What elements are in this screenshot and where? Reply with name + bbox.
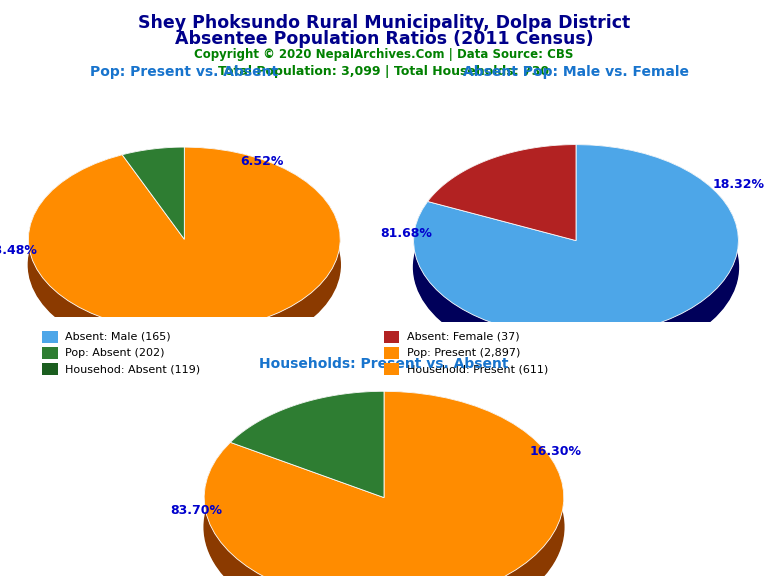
Polygon shape xyxy=(28,147,340,357)
Polygon shape xyxy=(413,145,739,336)
Polygon shape xyxy=(204,391,564,576)
Text: Pop: Absent (202): Pop: Absent (202) xyxy=(65,348,165,358)
Polygon shape xyxy=(413,145,739,363)
Ellipse shape xyxy=(204,420,564,576)
Text: Absentee Population Ratios (2011 Census): Absentee Population Ratios (2011 Census) xyxy=(174,30,594,48)
Polygon shape xyxy=(204,391,564,576)
Text: 83.70%: 83.70% xyxy=(170,504,222,517)
Text: Copyright © 2020 NepalArchives.Com | Data Source: CBS: Copyright © 2020 NepalArchives.Com | Dat… xyxy=(194,48,574,61)
Text: Shey Phoksundo Rural Municipality, Dolpa District: Shey Phoksundo Rural Municipality, Dolpa… xyxy=(138,14,630,32)
Polygon shape xyxy=(428,145,576,228)
Text: 16.30%: 16.30% xyxy=(530,445,581,458)
Text: 18.32%: 18.32% xyxy=(713,178,764,191)
Text: Absent Pop: Male vs. Female: Absent Pop: Male vs. Female xyxy=(463,65,689,79)
Polygon shape xyxy=(230,391,384,472)
Text: Househod: Absent (119): Househod: Absent (119) xyxy=(65,364,200,374)
Polygon shape xyxy=(428,145,576,241)
Text: Pop: Present (2,897): Pop: Present (2,897) xyxy=(407,348,521,358)
Polygon shape xyxy=(122,147,184,180)
Text: Household: Present (611): Household: Present (611) xyxy=(407,364,548,374)
Ellipse shape xyxy=(28,173,340,357)
Text: Households: Present vs. Absent: Households: Present vs. Absent xyxy=(260,357,508,371)
Text: Pop: Present vs. Absent: Pop: Present vs. Absent xyxy=(91,65,278,79)
Text: Total Population: 3,099 | Total Households: 730: Total Population: 3,099 | Total Househol… xyxy=(218,65,550,78)
Text: 6.52%: 6.52% xyxy=(240,155,284,168)
Text: Absent: Male (165): Absent: Male (165) xyxy=(65,332,171,342)
Polygon shape xyxy=(122,147,184,239)
Ellipse shape xyxy=(413,171,739,363)
Polygon shape xyxy=(28,147,340,331)
Polygon shape xyxy=(230,391,384,498)
Text: 81.68%: 81.68% xyxy=(380,227,432,240)
Text: Absent: Female (37): Absent: Female (37) xyxy=(407,332,520,342)
Text: 93.48%: 93.48% xyxy=(0,244,38,257)
